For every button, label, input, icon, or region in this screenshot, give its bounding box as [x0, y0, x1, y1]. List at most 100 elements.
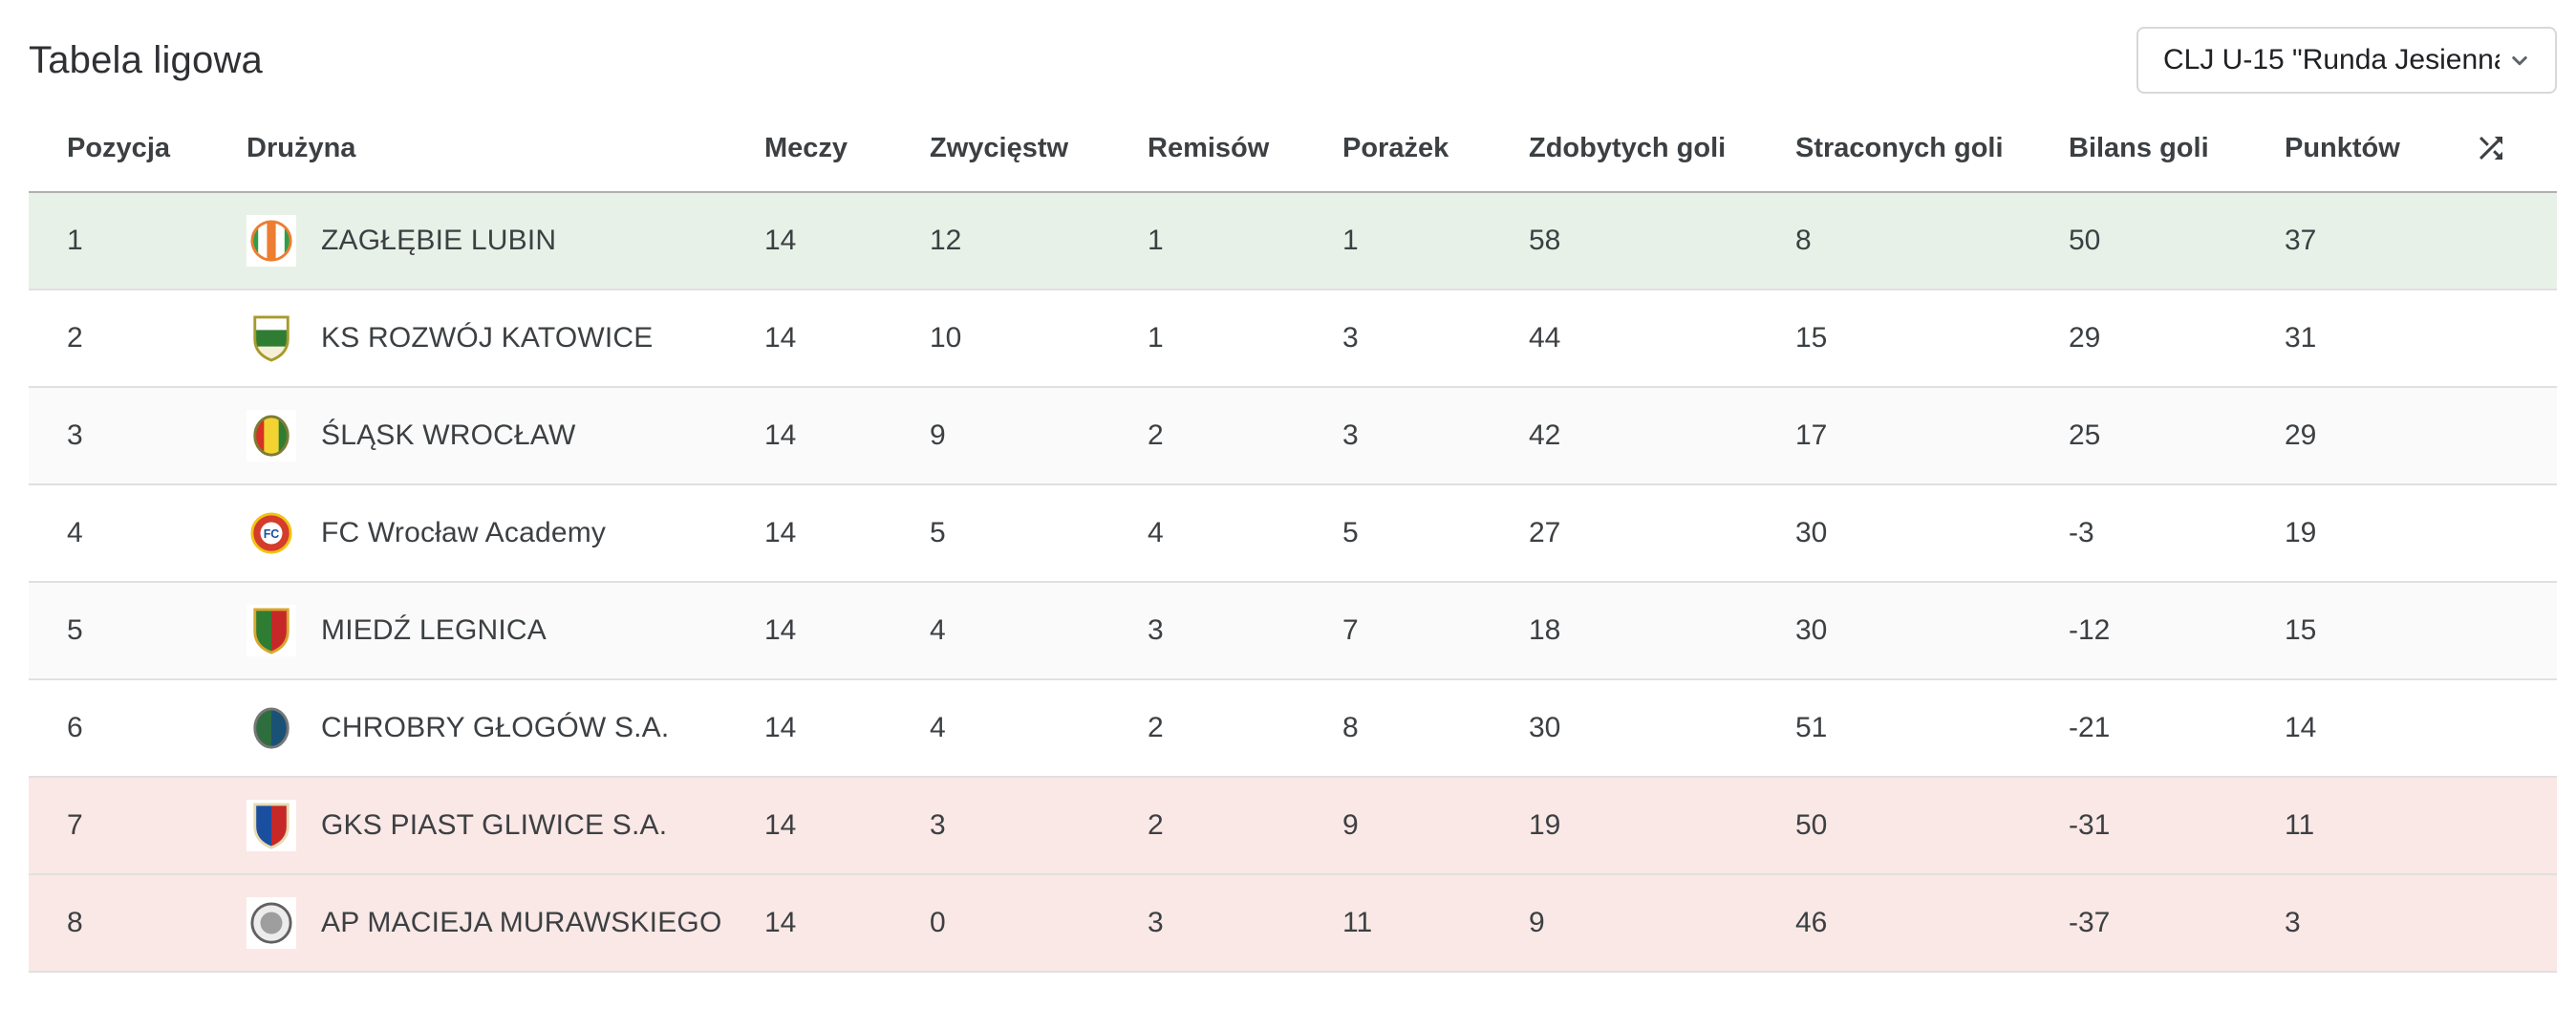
team-name: GKS PIAST GLIWICE S.A. [321, 809, 668, 841]
table-row: 4 FC FC Wrocław Academy 14 5 4 5 27 30 -… [29, 485, 2557, 583]
cell-goals-for: 58 [1529, 225, 1561, 256]
cell-losses: 1 [1342, 225, 1359, 256]
table-row: 5 MIEDŹ LEGNICA 14 4 3 7 18 30 -12 15 [29, 583, 2557, 680]
cell-goals-for: 30 [1529, 712, 1561, 743]
cell-goal-balance: -31 [2069, 809, 2111, 841]
cell-position: 5 [67, 614, 83, 646]
cell-position: 1 [67, 225, 83, 256]
cell-position: 7 [67, 809, 83, 841]
cell-draws: 2 [1148, 809, 1164, 841]
cell-goals-against: 8 [1795, 225, 1812, 256]
cell-position: 6 [67, 712, 83, 743]
cell-matches: 14 [764, 614, 797, 646]
cell-wins: 12 [930, 225, 962, 256]
cell-matches: 14 [764, 225, 797, 256]
team-name: ŚLĄSK WROCŁAW [321, 419, 576, 451]
table-body: 1 ZAGŁĘBIE LUBIN 14 12 1 1 58 8 50 37 2 … [29, 193, 2557, 973]
cell-draws: 2 [1148, 419, 1164, 451]
cell-goal-balance: -37 [2069, 907, 2111, 938]
cell-goal-balance: 50 [2069, 225, 2101, 256]
team-badge [247, 312, 296, 364]
cell-team: FC FC Wrocław Academy [242, 507, 764, 559]
cell-goals-for: 9 [1529, 907, 1545, 938]
shuffle-button[interactable] [2474, 131, 2508, 165]
table-row: 7 GKS PIAST GLIWICE S.A. 14 3 2 9 19 50 … [29, 778, 2557, 875]
cell-goals-against: 30 [1795, 614, 1828, 646]
cell-goals-for: 44 [1529, 322, 1561, 354]
team-badge [247, 605, 296, 656]
cell-wins: 10 [930, 322, 962, 354]
cell-wins: 4 [930, 614, 946, 646]
column-header-position: Pozycja [67, 132, 170, 163]
cell-draws: 3 [1148, 907, 1164, 938]
cell-team: AP MACIEJA MURAWSKIEGO [242, 897, 764, 949]
season-select[interactable]: CLJ U-15 "Runda Jesienna G... [2136, 27, 2557, 94]
team-name: FC Wrocław Academy [321, 517, 607, 548]
cell-points: 37 [2285, 225, 2317, 256]
cell-position: 8 [67, 907, 83, 938]
cell-draws: 3 [1148, 614, 1164, 646]
team-name: MIEDŹ LEGNICA [321, 614, 547, 646]
cell-team: KS ROZWÓJ KATOWICE [242, 312, 764, 364]
cell-goal-balance: -21 [2069, 712, 2111, 743]
page-title: Tabela ligowa [29, 38, 263, 81]
cell-losses: 5 [1342, 517, 1359, 548]
cell-wins: 5 [930, 517, 946, 548]
cell-losses: 11 [1342, 907, 1373, 938]
cell-matches: 14 [764, 712, 797, 743]
cell-position: 4 [67, 517, 83, 548]
cell-goals-for: 19 [1529, 809, 1561, 841]
shuffle-icon [2479, 137, 2502, 160]
cell-team: ŚLĄSK WROCŁAW [242, 410, 764, 462]
cell-matches: 14 [764, 322, 797, 354]
cell-team: CHROBRY GŁOGÓW S.A. [242, 702, 764, 754]
table-header-row: Pozycja Drużyna Meczy Zwycięstw Remisów … [29, 105, 2557, 193]
column-header-team: Drużyna [247, 132, 356, 163]
column-header-points: Punktów [2285, 132, 2400, 163]
cell-points: 15 [2285, 614, 2317, 646]
column-header-goal-balance: Bilans goli [2069, 132, 2209, 163]
cell-goal-balance: -3 [2069, 517, 2094, 548]
column-header-goals-against: Straconych goli [1795, 132, 2004, 163]
table-row: 6 CHROBRY GŁOGÓW S.A. 14 4 2 8 30 51 -21… [29, 680, 2557, 778]
cell-wins: 4 [930, 712, 946, 743]
cell-matches: 14 [764, 907, 797, 938]
cell-team: ZAGŁĘBIE LUBIN [242, 215, 764, 267]
cell-goals-for: 18 [1529, 614, 1561, 646]
cell-points: 3 [2285, 907, 2301, 938]
column-header-goals-for: Zdobytych goli [1529, 132, 1727, 163]
table-row: 1 ZAGŁĘBIE LUBIN 14 12 1 1 58 8 50 37 [29, 193, 2557, 290]
cell-losses: 7 [1342, 614, 1359, 646]
table-row: 2 KS ROZWÓJ KATOWICE 14 10 1 3 44 15 29 … [29, 290, 2557, 388]
team-name: CHROBRY GŁOGÓW S.A. [321, 712, 670, 743]
season-select-value: CLJ U-15 "Runda Jesienna G... [2163, 44, 2500, 75]
cell-losses: 8 [1342, 712, 1359, 743]
cell-goals-against: 46 [1795, 907, 1828, 938]
league-table: Pozycja Drużyna Meczy Zwycięstw Remisów … [29, 105, 2557, 973]
cell-position: 3 [67, 419, 83, 451]
chevron-down-icon [2512, 56, 2527, 66]
column-header-losses: Porażek [1342, 132, 1449, 163]
cell-goals-for: 42 [1529, 419, 1561, 451]
cell-matches: 14 [764, 809, 797, 841]
cell-team: GKS PIAST GLIWICE S.A. [242, 800, 764, 851]
team-name: KS ROZWÓJ KATOWICE [321, 322, 654, 354]
team-badge [247, 410, 296, 462]
cell-goals-against: 51 [1795, 712, 1828, 743]
cell-draws: 1 [1148, 225, 1164, 256]
cell-points: 19 [2285, 517, 2317, 548]
column-header-actions [2474, 131, 2557, 165]
cell-losses: 3 [1342, 322, 1359, 354]
table-row: 3 ŚLĄSK WROCŁAW 14 9 2 3 42 17 25 29 [29, 388, 2557, 485]
team-badge [247, 215, 296, 267]
column-header-wins: Zwycięstw [930, 132, 1069, 163]
cell-points: 14 [2285, 712, 2317, 743]
cell-losses: 3 [1342, 419, 1359, 451]
cell-goals-against: 15 [1795, 322, 1828, 354]
cell-draws: 4 [1148, 517, 1164, 548]
cell-position: 2 [67, 322, 83, 354]
svg-text:FC: FC [264, 527, 280, 541]
cell-points: 29 [2285, 419, 2317, 451]
column-header-matches: Meczy [764, 132, 848, 163]
cell-points: 11 [2285, 809, 2315, 841]
